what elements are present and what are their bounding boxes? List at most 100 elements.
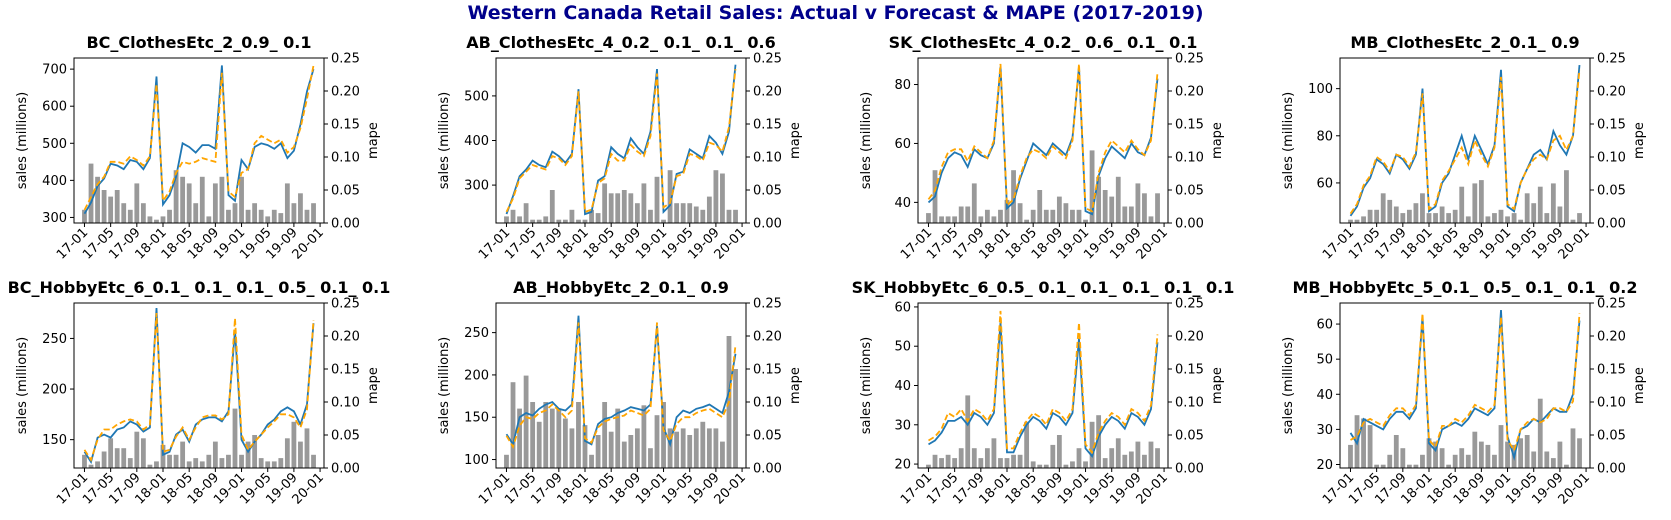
mape-bar	[1511, 213, 1517, 223]
mape-bar	[1492, 213, 1497, 223]
mape-bar	[1043, 209, 1049, 223]
mape-bar	[687, 435, 693, 468]
y2-tick-label: 0.15	[1175, 363, 1204, 378]
y-axis-label: sales (millions)	[437, 92, 452, 189]
subplot-1: BC_ClothesEtc_2_0.9_ 0.1 300 400 500 600 700 0…	[15, 33, 381, 263]
y-tick-label: 30	[894, 418, 911, 433]
y2-tick-label: 0.25	[753, 297, 782, 312]
subplot-3: SK_ClothesEtc_4_0.2_ 0.6_ 0.1_ 0.1 40 60 80…	[859, 33, 1225, 263]
mape-bar	[1043, 464, 1049, 468]
y2-tick-label: 0.10	[331, 151, 360, 166]
mape-bar	[1128, 451, 1134, 468]
y2-tick-label: 0.15	[753, 118, 782, 133]
subplot-title: AB_HobbyEtc_2_0.1_ 0.9	[513, 278, 729, 297]
mape-bar	[939, 216, 944, 223]
subplot-6: AB_HobbyEtc_2_0.1_ 0.9 100 150 200 250 0.00 0.…	[437, 278, 803, 508]
y-axis-label: sales (millions)	[15, 92, 30, 189]
y-tick-label: 50	[1316, 353, 1333, 368]
mape-bar	[239, 176, 244, 223]
mape-bar	[291, 421, 297, 468]
mape-bar	[82, 454, 87, 468]
mape-bar	[186, 461, 192, 468]
mape-bar	[1017, 203, 1023, 223]
mape-bar	[1472, 183, 1478, 223]
mape-bar	[939, 458, 944, 468]
mape-bar	[140, 438, 146, 468]
mape-bar	[978, 458, 984, 468]
mape-bar	[971, 183, 977, 223]
mape-bar	[700, 209, 706, 223]
mape-bar	[167, 209, 172, 223]
mape-bar	[562, 418, 568, 468]
y-tick-label: 60	[894, 300, 911, 315]
mape-bar	[291, 203, 297, 223]
y2-tick-label: 0.20	[753, 85, 782, 100]
mape-bar	[1426, 438, 1432, 468]
y-tick-label: 200	[464, 368, 489, 383]
mape-bar	[602, 402, 608, 468]
y-tick-label: 200	[42, 383, 67, 398]
y2-tick-label: 0.20	[753, 330, 782, 345]
mape-bar	[167, 454, 172, 468]
y-tick-label: 500	[42, 137, 67, 152]
mape-bar	[1050, 209, 1056, 223]
mape-bar	[530, 219, 536, 223]
mape-bar	[1142, 193, 1147, 223]
mape-bar	[147, 216, 153, 223]
mape-bar	[278, 213, 284, 223]
mape-bar	[713, 428, 719, 468]
mape-bar	[1452, 454, 1458, 468]
y2-tick-label: 0.00	[1597, 462, 1626, 477]
y2-tick-label: 0.20	[1175, 330, 1204, 345]
forecast-line	[927, 63, 1159, 213]
mape-bar	[549, 408, 555, 468]
y2-tick-label: 0.15	[1175, 118, 1204, 133]
mape-bar	[641, 183, 647, 223]
y-tick-label: 40	[894, 196, 911, 211]
mape-bar	[284, 438, 290, 468]
mape-bar	[998, 209, 1003, 223]
mape-bar	[1550, 183, 1556, 223]
mape-bar	[1063, 203, 1069, 223]
y2-tick-label: 0.20	[1175, 85, 1204, 100]
y-tick-label: 80	[894, 78, 911, 93]
mape-bar	[1544, 451, 1550, 468]
y-axis-label: sales (millions)	[437, 337, 452, 434]
y2-tick-label: 0.00	[1597, 217, 1626, 232]
mape-bar	[608, 193, 614, 223]
mape-bar	[945, 216, 951, 223]
mape-bar	[595, 435, 601, 468]
mape-bar	[1557, 441, 1563, 468]
mape-bar	[1102, 190, 1108, 223]
mape-bar	[536, 219, 542, 223]
mape-bar	[1070, 461, 1075, 468]
subplot-title: MB_ClothesEtc_2_0.1_ 0.9	[1350, 33, 1579, 52]
mape-bar	[517, 408, 522, 468]
y-axis-label: sales (millions)	[859, 92, 874, 189]
y2-tick-label: 0.05	[331, 184, 360, 199]
mape-bar	[127, 458, 133, 468]
y-tick-label: 20	[1316, 458, 1333, 473]
mape-bar	[1367, 209, 1373, 223]
mape-bar	[108, 196, 114, 223]
mape-bar	[556, 219, 562, 223]
mape-bar	[965, 206, 971, 223]
mape-bar	[1485, 444, 1491, 468]
plot-frame	[73, 302, 325, 469]
y2-tick-label: 0.25	[1175, 297, 1204, 312]
mape-bar	[1056, 196, 1062, 223]
forecast-line	[1350, 313, 1581, 453]
mape-bar	[1096, 415, 1102, 468]
mape-bar	[180, 441, 186, 468]
forecast-line	[1349, 69, 1581, 215]
y2-tick-label: 0.00	[753, 217, 782, 232]
mape-bar	[134, 431, 140, 468]
mape-bar	[569, 209, 575, 223]
mape-bar	[674, 431, 680, 468]
y2-tick-label: 0.20	[331, 85, 360, 100]
y2-tick-label: 0.15	[331, 363, 360, 378]
mape-bar	[706, 428, 712, 468]
actual-line	[505, 64, 737, 216]
y2-tick-label: 0.10	[753, 396, 782, 411]
y-tick-label: 300	[42, 211, 67, 226]
